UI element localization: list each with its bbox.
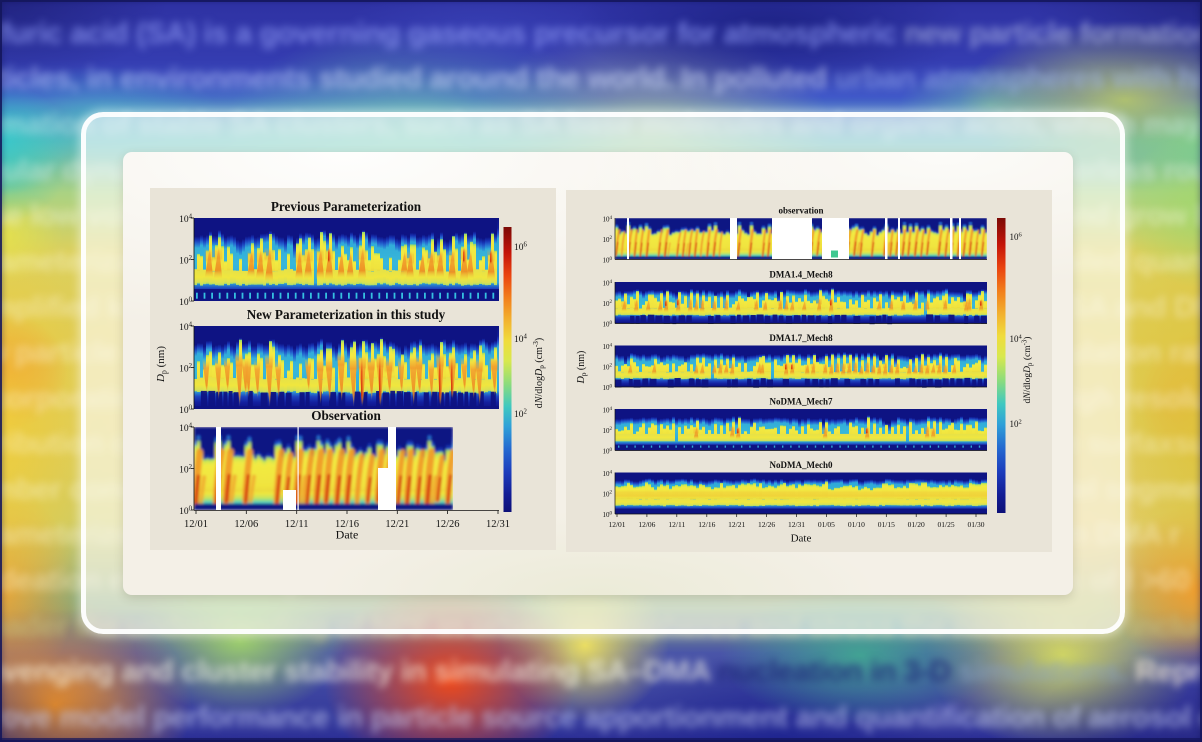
svg-text:104: 104 xyxy=(603,280,613,288)
svg-text:104: 104 xyxy=(514,333,528,345)
svg-text:100: 100 xyxy=(603,448,613,456)
svg-text:100: 100 xyxy=(603,511,613,519)
svg-text:104: 104 xyxy=(179,422,193,434)
svg-text:NoDMA_Mech0: NoDMA_Mech0 xyxy=(770,460,833,470)
svg-text:106: 106 xyxy=(1010,232,1023,242)
svg-text:12/16: 12/16 xyxy=(698,520,715,529)
svg-text:104: 104 xyxy=(603,470,613,478)
svg-text:102: 102 xyxy=(179,464,193,476)
svg-text:106: 106 xyxy=(514,241,528,253)
svg-text:12/11: 12/11 xyxy=(668,520,685,529)
svg-text:100: 100 xyxy=(603,257,613,265)
svg-text:Previous Parameterization: Previous Parameterization xyxy=(271,199,422,214)
svg-text:observation: observation xyxy=(779,206,824,216)
svg-text:Date: Date xyxy=(791,533,812,545)
svg-text:01/15: 01/15 xyxy=(878,520,895,529)
svg-text:NoDMA_Mech7: NoDMA_Mech7 xyxy=(770,397,833,407)
svg-text:12/26: 12/26 xyxy=(436,519,460,530)
svg-text:Dp (nm): Dp (nm) xyxy=(155,346,168,383)
svg-text:12/01: 12/01 xyxy=(608,520,625,529)
svg-text:104: 104 xyxy=(179,213,193,225)
svg-text:100: 100 xyxy=(179,404,193,416)
svg-text:104: 104 xyxy=(179,321,193,333)
svg-text:DMA1.4_Mech8: DMA1.4_Mech8 xyxy=(769,270,833,280)
svg-text:12/21: 12/21 xyxy=(728,520,745,529)
svg-text:01/20: 01/20 xyxy=(908,520,925,529)
svg-text:12/11: 12/11 xyxy=(285,519,309,530)
svg-text:12/06: 12/06 xyxy=(638,520,655,529)
svg-text:102: 102 xyxy=(603,236,613,244)
svg-text:01/10: 01/10 xyxy=(848,520,865,529)
svg-text:Observation: Observation xyxy=(311,408,381,423)
svg-text:dN/dlogDp (cm-3): dN/dlogDp (cm-3) xyxy=(532,338,546,408)
svg-text:dN/dlogDp (cm-3): dN/dlogDp (cm-3) xyxy=(1021,337,1034,404)
svg-text:102: 102 xyxy=(179,363,193,375)
svg-text:104: 104 xyxy=(603,407,613,415)
svg-text:New Parameterization in this s: New Parameterization in this study xyxy=(247,307,446,322)
svg-text:100: 100 xyxy=(179,296,193,308)
svg-text:100: 100 xyxy=(603,384,613,392)
svg-text:104: 104 xyxy=(603,216,613,224)
svg-text:Dp (nm): Dp (nm) xyxy=(576,351,588,385)
svg-text:12/26: 12/26 xyxy=(758,520,775,529)
svg-text:12/31: 12/31 xyxy=(486,519,510,530)
svg-text:102: 102 xyxy=(514,408,528,420)
svg-text:01/30: 01/30 xyxy=(967,520,984,529)
svg-text:102: 102 xyxy=(179,255,193,267)
svg-text:102: 102 xyxy=(603,427,613,435)
svg-text:100: 100 xyxy=(603,321,613,329)
svg-text:Date: Date xyxy=(336,528,359,542)
svg-text:12/06: 12/06 xyxy=(234,519,258,530)
svg-text:102: 102 xyxy=(603,300,613,308)
svg-text:102: 102 xyxy=(603,363,613,371)
svg-text:12/31: 12/31 xyxy=(788,520,805,529)
svg-text:104: 104 xyxy=(1010,334,1023,344)
svg-text:DMA1.7_Mech8: DMA1.7_Mech8 xyxy=(769,333,833,343)
svg-text:102: 102 xyxy=(603,490,613,498)
svg-text:12/01: 12/01 xyxy=(184,519,208,530)
svg-text:01/05: 01/05 xyxy=(818,520,835,529)
svg-text:12/16: 12/16 xyxy=(335,519,359,530)
svg-text:12/21: 12/21 xyxy=(385,519,409,530)
svg-text:100: 100 xyxy=(179,505,193,517)
svg-text:01/25: 01/25 xyxy=(938,520,955,529)
svg-text:104: 104 xyxy=(603,343,613,351)
svg-text:102: 102 xyxy=(1010,419,1022,429)
